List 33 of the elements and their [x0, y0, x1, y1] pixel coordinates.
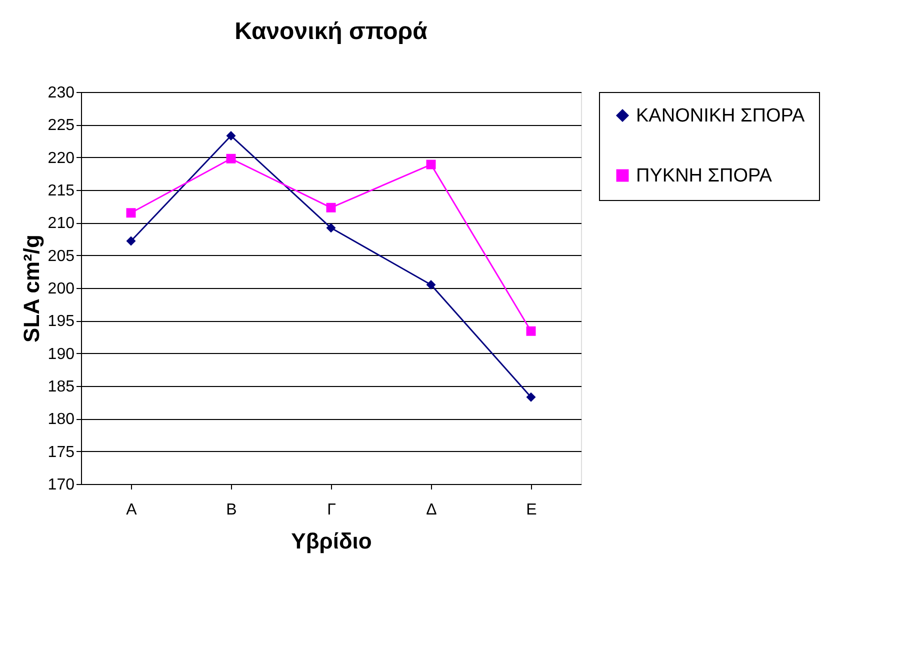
- y-tick-label: 175: [48, 444, 75, 461]
- point: [426, 280, 436, 290]
- point: [526, 392, 536, 402]
- y-tick-label: 185: [48, 378, 75, 396]
- y-tick-label: 200: [48, 280, 75, 298]
- y-tick-label: 230: [48, 84, 75, 102]
- point: [326, 202, 336, 212]
- y-tick-label: 210: [48, 215, 75, 232]
- y-tick-label: 220: [48, 150, 75, 167]
- y-tick-label: 225: [48, 117, 75, 134]
- point: [526, 326, 536, 336]
- y-tick-label: 180: [48, 411, 75, 428]
- point: [226, 131, 236, 141]
- x-tick-label: Α: [126, 502, 138, 518]
- y-tick-label: 170: [48, 476, 75, 494]
- y-tick-label: 190: [48, 346, 75, 363]
- chart-title: Κανονική σπορά: [234, 18, 428, 45]
- x-tick-label: Δ: [426, 502, 438, 518]
- point: [326, 223, 336, 233]
- point: [126, 236, 136, 246]
- point: [426, 160, 436, 170]
- y-tick-label: 195: [48, 313, 75, 330]
- legend-label: ΚΑΝΟΝΙΚΗ ΣΠΟΡΑ: [636, 106, 806, 126]
- x-tick-label: Γ: [327, 502, 336, 518]
- x-axis-title: Υβρίδιο: [291, 528, 372, 554]
- point: [226, 154, 236, 164]
- x-tick-label: Β: [226, 502, 237, 518]
- y-axis-title: SLA cm²/g: [18, 234, 44, 342]
- legend-label: ΠΥΚΝΗ ΣΠΟΡΑ: [636, 166, 772, 186]
- x-tick-label: Ε: [526, 502, 537, 518]
- y-tick-label: 205: [48, 248, 75, 265]
- y-tick-label: 215: [48, 182, 75, 200]
- point: [126, 208, 136, 218]
